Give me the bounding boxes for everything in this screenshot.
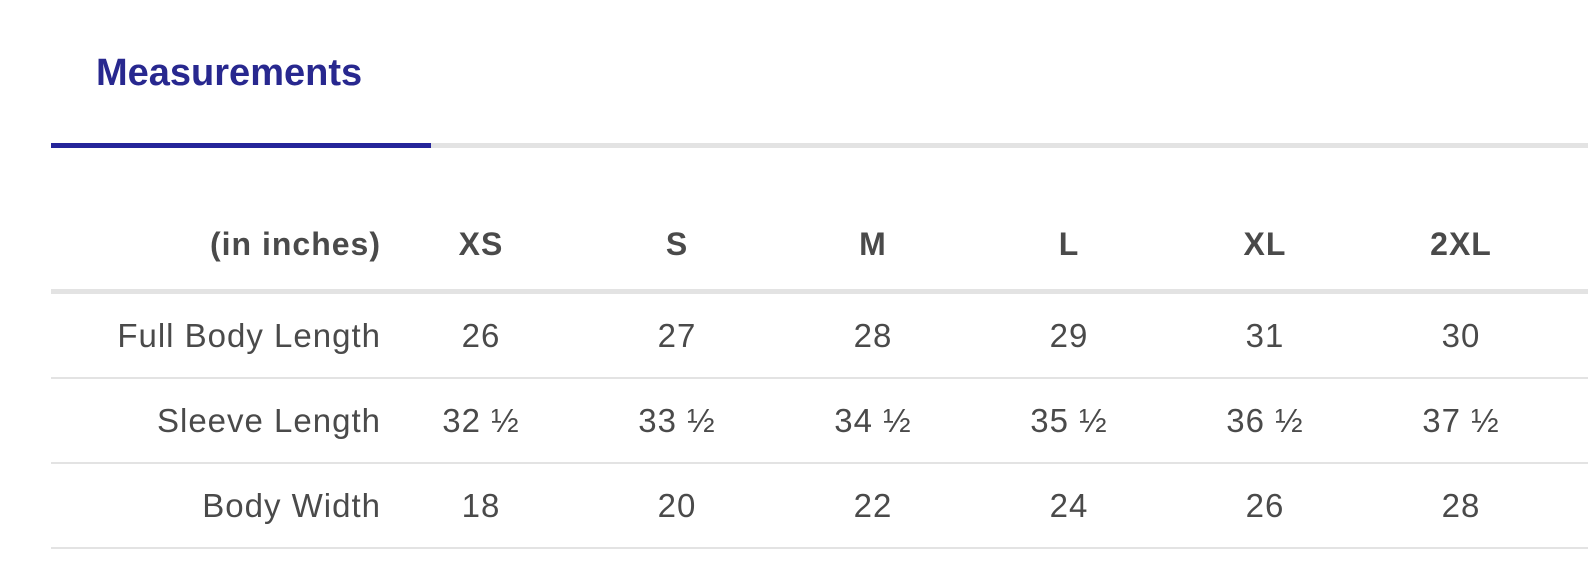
table-cell: 20 [657,486,697,524]
table-cell: 31 [1245,316,1285,354]
tab-divider [431,143,1588,148]
table-cell: 24 [1049,486,1089,524]
table-cell: 33 ½ [638,401,716,439]
table-row: Sleeve Length 32 ½ 33 ½ 34 ½ 35 ½ 36 ½ 3… [51,379,1588,464]
size-header-s: S [665,226,689,262]
table-cell: 35 ½ [1030,401,1108,439]
size-header-xl: XL [1243,226,1287,262]
table-cell: 34 ½ [834,401,912,439]
table-cell: 26 [461,316,501,354]
size-header-l: L [1058,226,1080,262]
table-row: Full Body Length 26 27 28 29 31 30 [51,294,1588,379]
row-label: Body Width [202,486,381,524]
tab-measurements-label: Measurements [96,52,363,94]
table-row: Body Width 18 20 22 24 26 28 [51,464,1588,549]
size-header-xs: XS [458,226,504,262]
row-label: Full Body Length [117,316,381,354]
table-header-row: (in inches) XS S M L XL 2XL [51,200,1588,294]
size-header-2xl: 2XL [1430,226,1492,262]
size-header-m: M [859,226,887,262]
unit-label: (in inches) [209,226,381,262]
table-cell: 22 [853,486,893,524]
tab-bar: Measurements [51,0,1588,150]
table-cell: 29 [1049,316,1089,354]
table-cell: 32 ½ [442,401,520,439]
table-cell: 18 [461,486,501,524]
table-cell: 37 ½ [1422,401,1500,439]
tab-measurements[interactable]: Measurements [51,0,431,150]
row-label: Sleeve Length [156,401,381,439]
table-cell: 28 [1441,486,1481,524]
table-cell: 27 [657,316,697,354]
table-cell: 36 ½ [1226,401,1304,439]
active-tab-indicator [51,143,431,148]
table-cell: 30 [1441,316,1481,354]
table-cell: 26 [1245,486,1285,524]
measurements-table: (in inches) XS S M L XL 2XL Full Body Le… [51,200,1588,549]
table-cell: 28 [853,316,893,354]
